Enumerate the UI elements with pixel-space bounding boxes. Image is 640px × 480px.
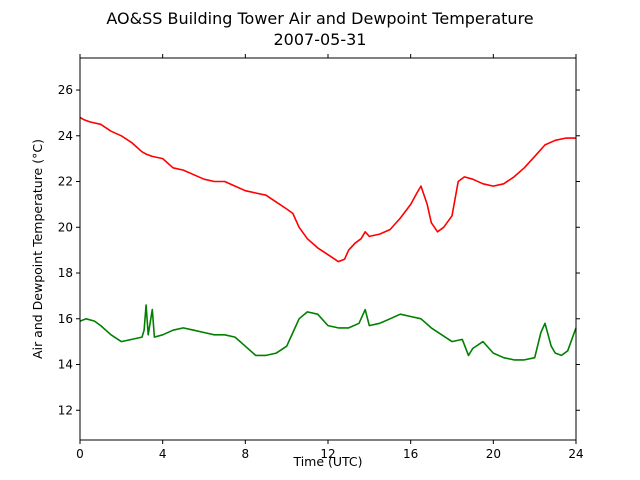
y-tick-label: 26 [58, 83, 73, 97]
series-line-1 [79, 116, 576, 263]
y-tick-label: 24 [58, 129, 73, 143]
y-tick-label: 16 [58, 312, 73, 326]
ticks-layer: 0 4 8 12 16 20 24 12 14 16 18 20 22 24 26 [58, 54, 584, 461]
x-tick-label: 16 [403, 447, 418, 461]
x-tick-label: 12 [320, 447, 335, 461]
series-layer [79, 116, 577, 361]
series-line-2 [79, 304, 577, 361]
y-tick-label: 12 [58, 403, 73, 417]
y-tick-label: 20 [58, 220, 73, 234]
x-tick-label: 20 [486, 447, 501, 461]
x-tick-label: 24 [568, 447, 583, 461]
x-tick-label: 8 [242, 447, 250, 461]
chart-title: AO&SS Building Tower Air and Dewpoint Te… [106, 9, 533, 28]
y-tick-label: 22 [58, 175, 73, 189]
x-axis-label: Time (UTC) [292, 454, 362, 469]
y-tick-label: 18 [58, 266, 73, 280]
plot-frame [79, 57, 577, 441]
y-axis-label: Air and Dewpoint Temperature (°C) [30, 139, 45, 359]
y-tick-label: 14 [58, 358, 73, 372]
x-tick-label: 4 [159, 447, 167, 461]
x-tick-label: 0 [76, 447, 84, 461]
chart-subtitle: 2007-05-31 [274, 30, 367, 49]
